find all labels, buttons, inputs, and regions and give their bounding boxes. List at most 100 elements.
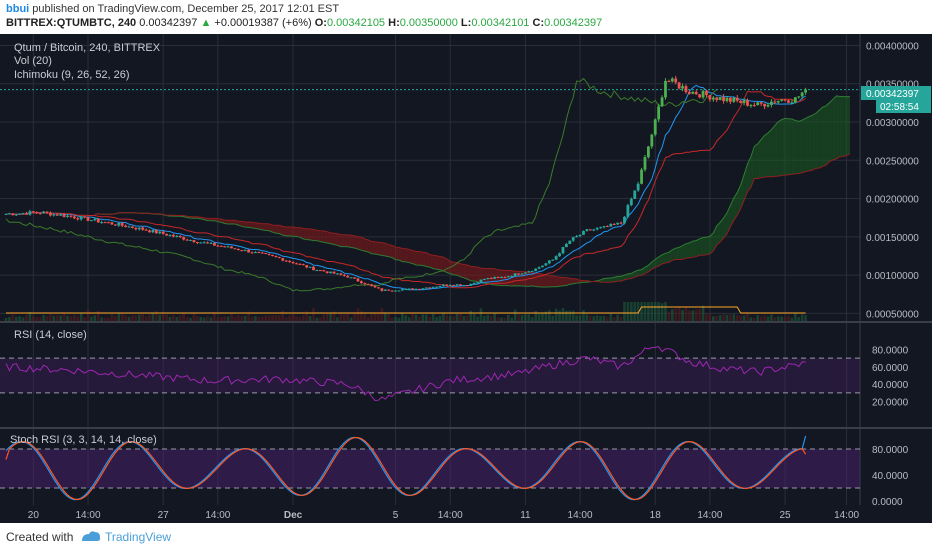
cloud-segment [337,233,341,247]
volume-bar [554,308,558,321]
candle-body [749,105,753,107]
rsi-tick-label: 20.0000 [872,398,909,409]
cloud-segment [699,237,704,256]
volume-bar [141,313,144,321]
volume-bar [469,310,473,321]
volume-bar [657,302,660,321]
cloud-segment [600,278,604,283]
candle-body [233,248,237,250]
volume-bar [527,314,531,321]
candle-body [588,229,592,231]
cloud-segment [320,230,324,243]
volume-ma-line [6,306,806,314]
cloud-segment [638,269,642,276]
cloud-segment [617,276,622,282]
volume-bar [353,314,356,321]
volume-bar [630,302,633,321]
time-tick-label: 5 [393,510,399,521]
cloud-segment [785,118,789,176]
time-tick-label: 25 [780,510,792,521]
chart-canvas[interactable]: 0.00400000 0.00350000 0.00300000 0.00250000… [0,34,932,523]
cloud-segment [627,273,632,279]
candle-body [219,245,223,247]
cloud-segment [754,143,758,179]
rsi-tick-label: 60.0000 [872,363,909,374]
price-tick-label: 0.00300000 [866,118,919,129]
volume-bar [606,317,609,321]
stoch-rsi-pane[interactable] [0,435,860,501]
candle-body [670,78,674,82]
price-tick-label: 0.00100000 [866,271,919,282]
cloud-segment [494,268,499,286]
cloud-segment [624,273,628,280]
candle-body [653,119,657,135]
volume-bar [55,315,59,321]
rsi-tick-label: 80.0000 [872,345,909,356]
volume-bar [8,317,11,321]
footer-brand[interactable]: TradingView [105,530,172,544]
candle-body [305,265,309,268]
symbol-label: BITTREX:QTUMBTC, 240 [6,17,137,29]
cloud-segment [576,278,581,284]
volume-bar [127,316,131,321]
publisher-username[interactable]: bbui [6,3,30,15]
candle-body [793,97,797,103]
candle-body [527,271,531,273]
chart-area[interactable]: 0.00400000 0.00350000 0.00300000 0.00250000… [0,34,932,523]
cloud-segment [767,129,772,177]
volume-bar [226,316,230,321]
candle-body [69,215,73,217]
cloud-segment [805,116,809,172]
volume-bar [172,314,175,321]
close-value: 0.00342397 [544,17,603,29]
candle-body [482,279,486,281]
cloud-segment [542,274,546,288]
cloud-segment [364,239,369,252]
volume-bar [182,312,185,321]
candle-body [575,236,579,238]
cloud-segment [378,242,382,256]
chart-header: bbui published on TradingView.com, Decem… [0,0,932,34]
candle-body [452,284,456,286]
candle-body [616,222,620,225]
candle-body [117,223,121,226]
time-tick-label: Dec [284,510,303,521]
volume-bar [493,312,496,321]
candle-body [185,239,189,241]
cloud-segment [306,228,311,240]
cloud-segment [720,217,724,242]
volume-bar [612,317,616,321]
volume-bar [804,315,807,321]
volume-bar [739,315,742,321]
candle-body [414,288,418,290]
tradingview-logo-icon[interactable] [80,528,102,544]
cloud-segment [255,222,259,229]
volume-bar [25,315,28,321]
candle-body [72,216,76,219]
volume-bar [418,316,421,321]
volume-bar [315,317,319,321]
candle-body [131,226,134,228]
candle-body [688,92,691,94]
cloud-segment [282,226,287,236]
candle-body [387,289,391,291]
candle-body [400,289,404,291]
volume-bar [137,314,141,321]
rsi-pane[interactable] [0,346,860,402]
cloud-segment [662,253,666,264]
candle-body [469,283,473,286]
candle-body [476,282,479,284]
volume-bar [401,313,404,321]
candle-body [411,288,415,290]
candle-body [38,212,42,214]
candle-body [431,286,435,288]
volume-bar [578,315,582,321]
senkou-span-a-line [94,95,850,288]
cloud-segment [610,277,615,283]
cloud-segment [682,243,686,260]
candle-body [62,214,66,217]
time-tick-label: 20 [28,510,40,521]
volume-bar [79,312,83,321]
candle-body [42,211,45,214]
cloud-segment [474,266,478,282]
